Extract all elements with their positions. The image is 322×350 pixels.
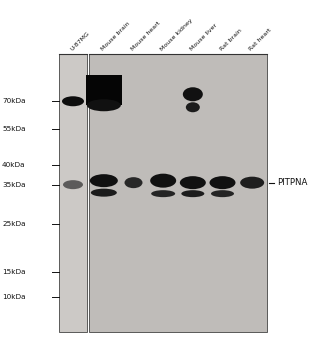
Bar — [59, 54, 87, 332]
Text: Mouse brain: Mouse brain — [100, 21, 131, 52]
Text: 40kDa: 40kDa — [2, 162, 25, 168]
Ellipse shape — [183, 87, 203, 101]
Ellipse shape — [181, 190, 204, 197]
Ellipse shape — [62, 96, 84, 106]
Text: 55kDa: 55kDa — [2, 126, 25, 132]
Text: U-87MG: U-87MG — [70, 31, 90, 52]
Ellipse shape — [87, 99, 121, 111]
Text: Mouse liver: Mouse liver — [189, 23, 218, 52]
Ellipse shape — [150, 174, 176, 188]
Ellipse shape — [91, 189, 117, 197]
Bar — [89, 54, 267, 332]
Text: Mouse kidney: Mouse kidney — [160, 18, 194, 52]
Text: Rat heart: Rat heart — [249, 28, 273, 52]
Text: 15kDa: 15kDa — [2, 269, 25, 275]
Ellipse shape — [180, 176, 206, 189]
FancyBboxPatch shape — [86, 75, 122, 105]
Text: 25kDa: 25kDa — [2, 220, 25, 226]
Text: Rat brain: Rat brain — [219, 28, 243, 52]
Ellipse shape — [63, 180, 83, 189]
Ellipse shape — [125, 177, 143, 188]
Text: 70kDa: 70kDa — [2, 98, 25, 104]
Text: Mouse heart: Mouse heart — [130, 21, 161, 52]
Ellipse shape — [211, 190, 234, 197]
Text: 35kDa: 35kDa — [2, 182, 25, 188]
Text: 10kDa: 10kDa — [2, 294, 25, 300]
Ellipse shape — [186, 102, 200, 112]
Ellipse shape — [210, 176, 235, 189]
Ellipse shape — [90, 174, 118, 187]
Ellipse shape — [240, 177, 264, 189]
Text: PITPNA: PITPNA — [277, 178, 308, 187]
Ellipse shape — [151, 190, 175, 197]
